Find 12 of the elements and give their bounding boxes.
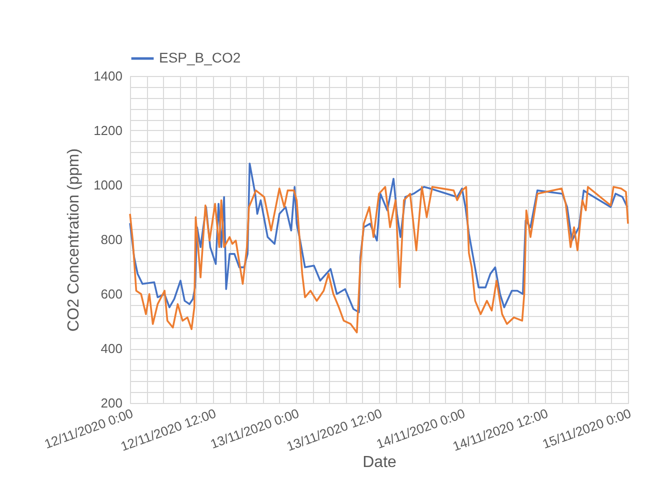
x-axis-title: Date bbox=[362, 454, 396, 471]
y-tick-label: 400 bbox=[100, 341, 122, 356]
y-tick-label: 200 bbox=[100, 396, 122, 410]
line-series bbox=[129, 186, 629, 334]
y-tick-label: 1000 bbox=[94, 178, 122, 192]
y-axis-title: CO2 Concentration (ppm) bbox=[66, 148, 83, 332]
legend-label: ESP_B_CO2 bbox=[159, 50, 241, 66]
y-tick-label: 1200 bbox=[94, 123, 122, 138]
line-series bbox=[129, 162, 628, 314]
y-tick-label: 1400 bbox=[94, 68, 122, 84]
y-tick-label: 800 bbox=[100, 232, 122, 247]
y-tick-label: 600 bbox=[100, 286, 122, 302]
